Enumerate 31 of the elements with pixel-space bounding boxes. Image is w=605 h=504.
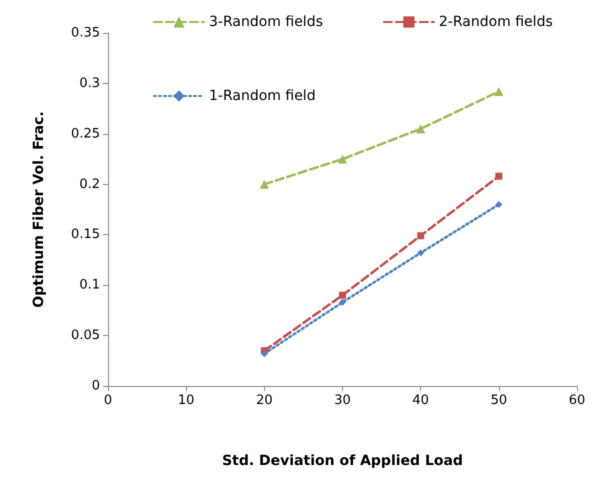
x-tick-label: 20	[256, 393, 273, 408]
x-tick-label: 50	[490, 393, 508, 408]
point	[416, 124, 426, 134]
x-tick-label: 30	[334, 393, 351, 408]
legend-label: 2-Random fields	[438, 14, 553, 30]
point	[339, 298, 346, 306]
point	[494, 86, 504, 96]
x-tick-label: 10	[178, 393, 194, 408]
y-tick-label: 0	[92, 378, 100, 394]
point	[260, 180, 269, 189]
y-tick-label: 0.3	[79, 76, 100, 91]
x-axis-title: Std. Deviation of Applied Load	[222, 453, 463, 469]
y-axis-title: Optimum Fiber Vol. Frac.	[31, 111, 47, 308]
y-tick-label: 0.25	[71, 126, 100, 142]
point	[495, 200, 502, 208]
point	[417, 249, 424, 256]
y-tick-label: 0.2	[79, 176, 100, 192]
point	[417, 232, 424, 240]
y-tick-label: 0.35	[71, 26, 100, 40]
point	[339, 292, 346, 299]
y-tick-label: 0.1	[79, 278, 100, 293]
x-tick-label: 0	[104, 393, 112, 408]
legend-label: 3-Random fields	[209, 14, 323, 30]
point	[495, 172, 502, 180]
x-tick-label: 60	[568, 393, 586, 408]
point	[260, 350, 268, 358]
point	[338, 154, 347, 164]
y-tick-label: 0.15	[71, 227, 100, 242]
legend-label: 1-Random field	[209, 88, 316, 104]
y-tick-label: 0.05	[71, 328, 100, 344]
x-tick-label: 40	[412, 393, 429, 408]
